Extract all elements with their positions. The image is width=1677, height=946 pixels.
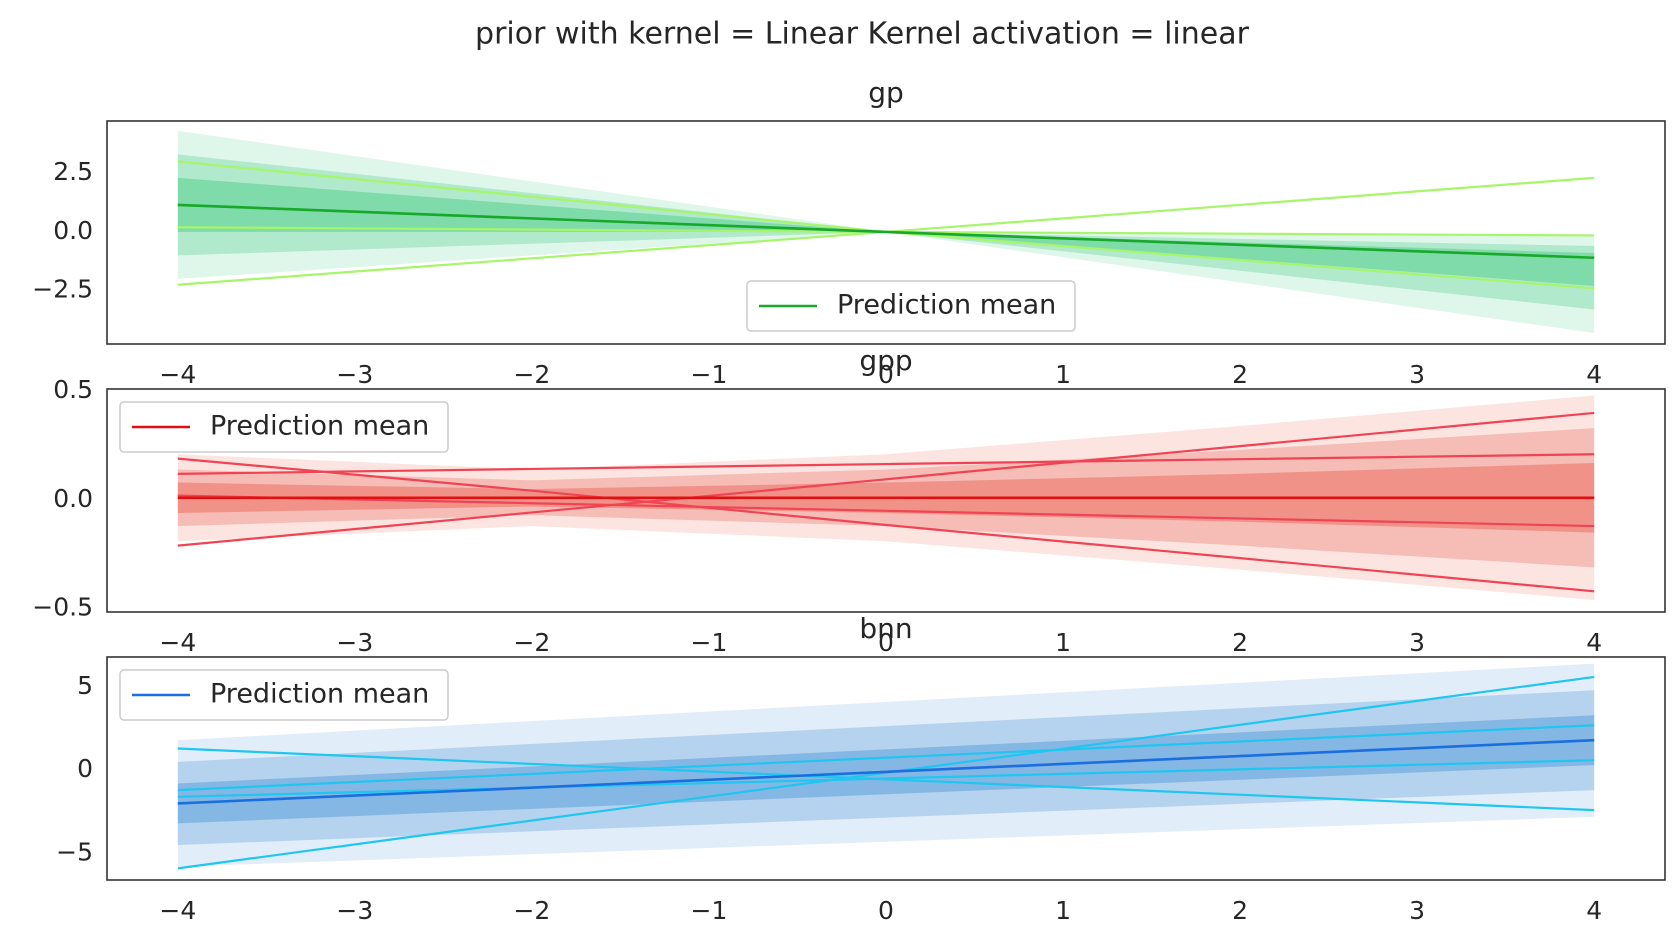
x-tick-label: −3 [336, 896, 373, 925]
subplot-title: bnn [859, 612, 912, 645]
x-tick-label: 4 [1586, 896, 1602, 925]
axes-frame [106, 120, 1666, 345]
uncertainty-band [177, 154, 1595, 310]
x-tick-label: −2 [513, 628, 550, 657]
axes-frame [106, 656, 1666, 881]
x-tick-label: −4 [159, 628, 196, 657]
y-tick-label: −0.5 [32, 593, 93, 622]
subplot-title: gpp [859, 344, 912, 377]
sample-line [177, 411, 1595, 547]
legend-box [119, 401, 449, 453]
x-tick-label: 0 [878, 628, 894, 657]
subplot: gp −4 −3 −2 −1 0 1 2 3 4 2.5 0.0 −2.5 Prediction mean [32, 76, 1666, 389]
sample-line [177, 494, 1595, 528]
mean-line [177, 738, 1595, 805]
x-tick-label: 4 [1586, 628, 1602, 657]
x-tick-label: 3 [1409, 360, 1425, 389]
subplot-title: gp [868, 76, 904, 109]
axes-frame [106, 388, 1666, 613]
subplot: gpp −4 −3 −2 −1 0 1 2 3 4 0.5 0.0 −0.5 Prediction mea… [32, 344, 1666, 657]
x-tick-label: 0 [878, 360, 894, 389]
x-tick-label: −4 [159, 360, 196, 389]
x-tick-label: −2 [513, 896, 550, 925]
uncertainty-band [177, 177, 1595, 286]
uncertainty-band [177, 663, 1595, 867]
x-tick-label: 1 [1055, 360, 1071, 389]
sample-line [177, 724, 1595, 792]
x-tick-label: −3 [336, 628, 373, 657]
uncertainty-band [177, 690, 1595, 846]
x-tick-label: 2 [1232, 896, 1248, 925]
x-tick-label: −3 [336, 360, 373, 389]
subplot: bnn −4 −3 −2 −1 0 1 2 3 4 5 0 −5 Prediction mean [56, 612, 1666, 925]
y-tick-label: 0 [77, 754, 93, 783]
legend-label: Prediction mean [210, 679, 429, 710]
legend-label: Prediction mean [837, 290, 1056, 321]
sample-line [177, 759, 1595, 798]
x-tick-label: −1 [691, 628, 728, 657]
x-tick-label: 0 [878, 896, 894, 925]
y-tick-label: 5 [77, 671, 93, 700]
y-tick-label: 0.5 [53, 375, 93, 404]
x-tick-label: −1 [691, 360, 728, 389]
x-tick-label: 2 [1232, 628, 1248, 657]
y-tick-label: 0.0 [53, 216, 93, 245]
mean-line [177, 203, 1595, 260]
x-tick-label: 3 [1409, 628, 1425, 657]
legend-box [746, 280, 1076, 332]
legend-label: Prediction mean [210, 411, 429, 442]
y-tick-label: −2.5 [32, 275, 93, 304]
y-tick-label: 0.0 [53, 484, 93, 513]
x-tick-label: 2 [1232, 360, 1248, 389]
y-tick-label: 2.5 [53, 157, 93, 186]
sample-line [177, 453, 1595, 475]
sample-line [177, 457, 1595, 593]
x-tick-label: 1 [1055, 896, 1071, 925]
x-tick-label: −4 [159, 896, 196, 925]
uncertainty-band [177, 130, 1595, 333]
x-tick-label: −2 [513, 360, 550, 389]
figure-title: prior with kernel = Linear Kernel activa… [475, 17, 1250, 52]
y-tick-label: −5 [56, 837, 93, 866]
x-tick-label: −1 [691, 896, 728, 925]
x-tick-label: 4 [1586, 360, 1602, 389]
legend-box [119, 669, 449, 721]
x-tick-label: 1 [1055, 628, 1071, 657]
x-tick-label: 3 [1409, 896, 1425, 925]
